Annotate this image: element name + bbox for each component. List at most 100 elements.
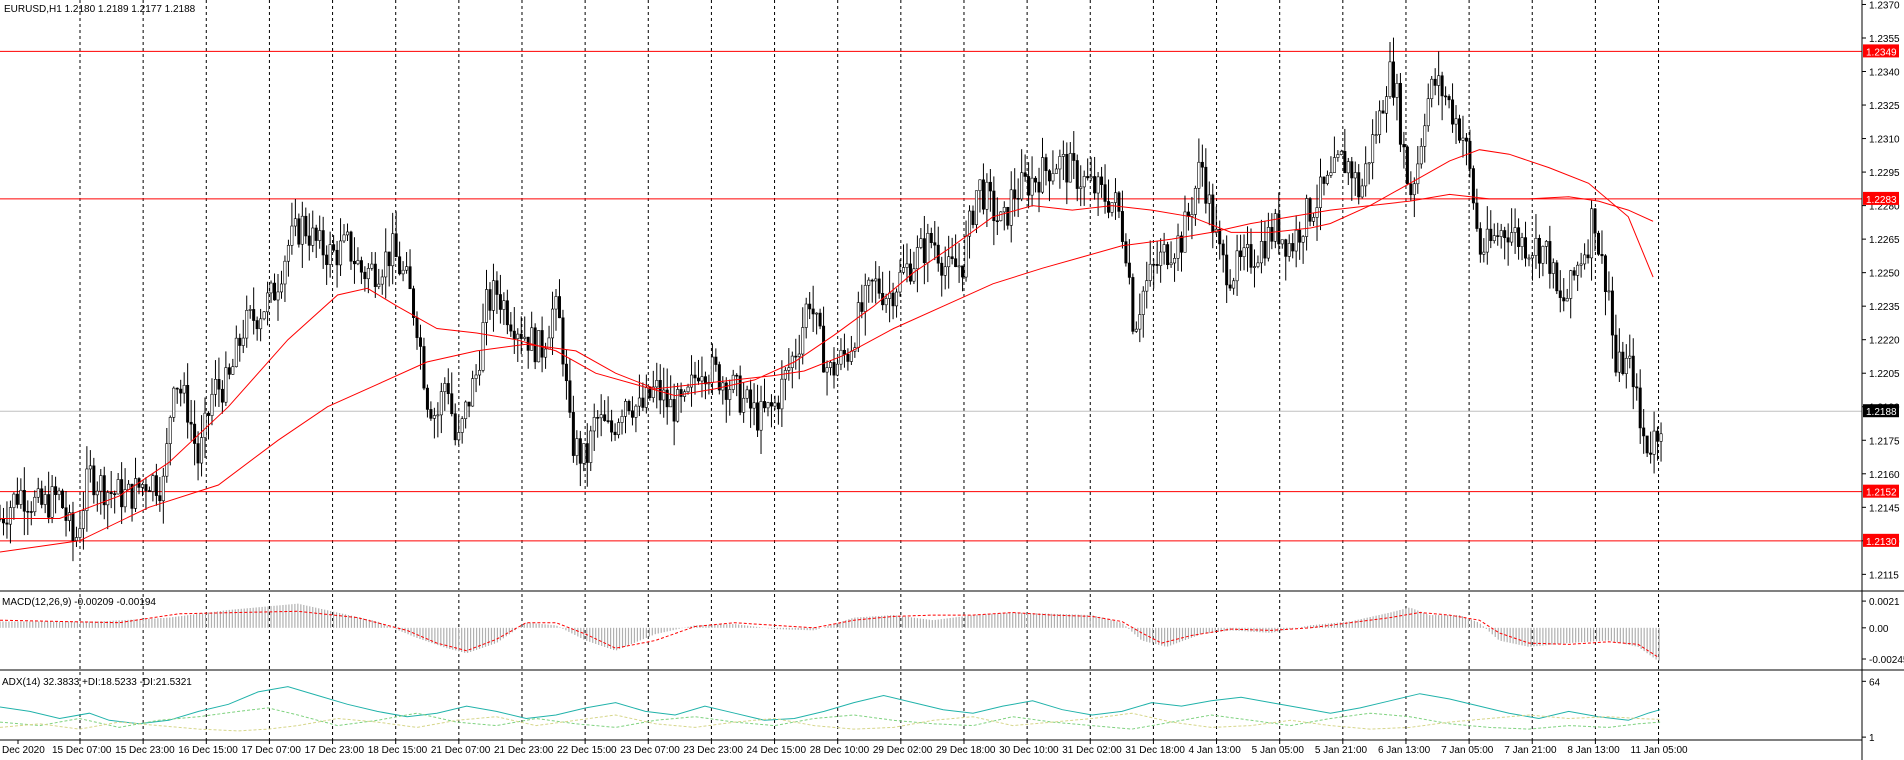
candle-body	[1444, 95, 1448, 98]
candle-body	[662, 389, 666, 401]
candle-body	[432, 415, 436, 419]
price-tick-label: 1.2205	[1869, 369, 1900, 380]
candle-body	[898, 271, 902, 293]
time-tick-label: 4 Jan 13:00	[1189, 745, 1242, 756]
candle-body	[207, 412, 211, 416]
candle-body	[412, 288, 416, 318]
candle-body	[64, 507, 68, 521]
candle-body	[954, 258, 958, 268]
candle-body	[1430, 78, 1434, 100]
candle-body	[50, 486, 54, 518]
macd-panel[interactable]	[0, 603, 1660, 661]
candle-body	[1492, 235, 1496, 241]
candle-body	[1096, 176, 1100, 194]
candle-body	[658, 380, 662, 401]
time-tick-label: 18 Dec 15:00	[368, 745, 428, 756]
candle-body	[519, 333, 523, 339]
time-tick-label: 29 Dec 02:00	[873, 745, 933, 756]
candle-body	[1656, 430, 1660, 442]
candle-body	[36, 488, 40, 498]
candle-body	[714, 356, 718, 365]
candle-body	[908, 263, 912, 282]
candle-body	[915, 247, 919, 270]
candle-body	[575, 438, 579, 456]
candle-body	[248, 309, 252, 311]
candle-body	[940, 262, 944, 276]
candle-body	[342, 234, 346, 242]
candle-body	[787, 367, 791, 371]
candle-body	[749, 389, 753, 409]
candle-body	[189, 421, 193, 425]
candle-body	[978, 179, 982, 192]
candle-body	[1287, 243, 1291, 257]
candle-body	[1607, 290, 1611, 293]
candle-body	[269, 282, 273, 294]
candle-body	[363, 271, 367, 280]
candle-body	[634, 405, 638, 418]
candle-body	[596, 417, 600, 419]
candle-body	[1628, 355, 1632, 359]
candle-body	[227, 367, 231, 375]
candle-body	[818, 312, 822, 327]
candle-body	[842, 349, 846, 355]
candle-body	[74, 537, 78, 541]
candle-body	[1110, 202, 1114, 213]
candle-body	[530, 327, 534, 351]
candle-body	[1520, 237, 1524, 247]
candle-body	[1388, 61, 1392, 98]
macd-tick-label: 0.00	[1869, 624, 1889, 635]
candle-body	[585, 443, 589, 463]
candle-body	[829, 362, 833, 368]
price-tick-label: 1.2310	[1869, 135, 1900, 146]
candle-body	[1044, 157, 1048, 172]
candle-body	[238, 337, 242, 346]
candle-body	[856, 302, 860, 348]
candle-body	[113, 493, 117, 495]
candle-body	[710, 356, 714, 383]
time-tick-label: 22 Dec 15:00	[557, 745, 617, 756]
candle-body	[1065, 154, 1069, 183]
candle-body	[877, 278, 881, 294]
candle-body	[961, 265, 965, 278]
price-tick-label: 1.2220	[1869, 336, 1900, 347]
candle-body	[61, 490, 65, 509]
candle-body	[1471, 168, 1475, 204]
candle-body	[1534, 237, 1538, 256]
candle-body	[328, 244, 332, 265]
level-price-tag-label: 1.2130	[1866, 537, 1897, 548]
candle-body	[811, 308, 815, 315]
candle-body	[762, 401, 766, 409]
candle-body	[352, 260, 356, 265]
candle-body	[943, 266, 947, 276]
candle-body	[1572, 270, 1576, 276]
candle-body	[1034, 177, 1038, 183]
candle-body	[168, 417, 172, 444]
candle-body	[703, 376, 707, 385]
candle-body	[1530, 255, 1534, 259]
candle-body	[505, 300, 509, 326]
price-panel[interactable]	[0, 0, 1904, 740]
candle-body	[1621, 351, 1625, 375]
time-tick-label: 28 Dec 10:00	[810, 745, 870, 756]
candle-body	[613, 431, 617, 436]
candle-body	[610, 420, 614, 433]
candle-body	[1482, 251, 1486, 255]
candle-body	[1440, 75, 1444, 97]
time-tick-label: 23 Dec 07:00	[620, 745, 680, 756]
candle-body	[217, 379, 221, 390]
candle-body	[478, 370, 482, 376]
candles	[0, 37, 1663, 562]
candle-body	[158, 495, 162, 502]
candle-body	[1537, 237, 1541, 264]
candle-body	[773, 402, 777, 407]
time-tick-label: 7 Jan 05:00	[1441, 745, 1494, 756]
candle-body	[623, 400, 627, 417]
candle-body	[1558, 290, 1562, 298]
candle-body	[1496, 235, 1500, 237]
candle-body	[15, 493, 19, 505]
candle-body	[57, 490, 61, 495]
adx-panel[interactable]	[0, 686, 1661, 732]
candle-body	[603, 414, 607, 421]
candle-body	[439, 391, 443, 416]
